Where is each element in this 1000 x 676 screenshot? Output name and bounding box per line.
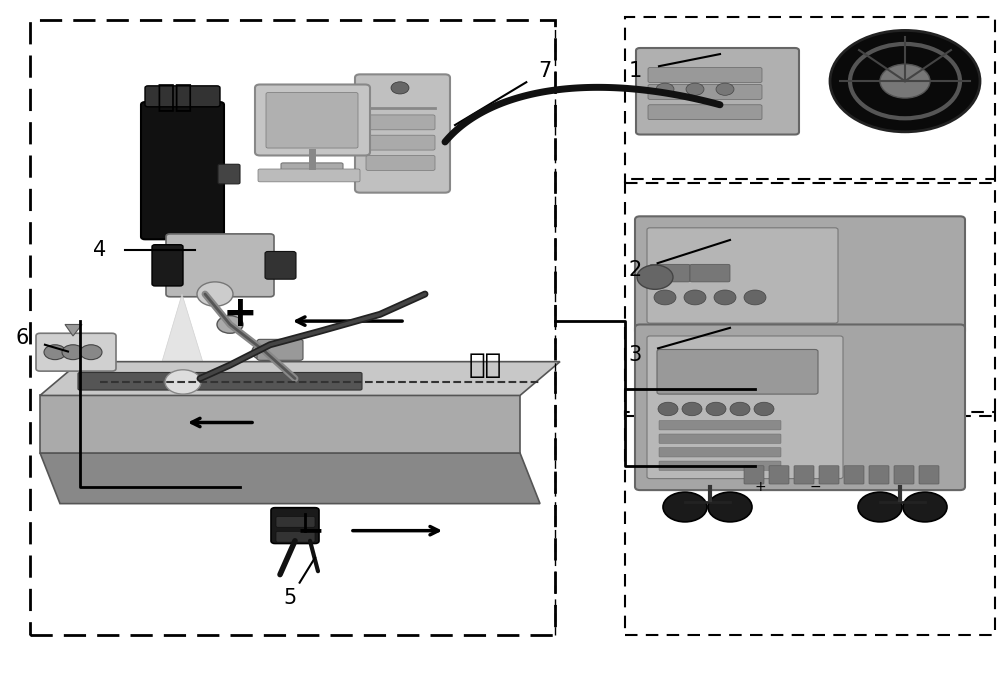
Text: −: − (809, 480, 821, 493)
FancyBboxPatch shape (276, 531, 315, 542)
Circle shape (858, 492, 902, 522)
FancyBboxPatch shape (744, 466, 764, 484)
Circle shape (44, 345, 66, 360)
Polygon shape (40, 453, 540, 504)
FancyBboxPatch shape (794, 466, 814, 484)
FancyBboxPatch shape (635, 324, 965, 490)
Circle shape (197, 282, 233, 306)
FancyBboxPatch shape (894, 466, 914, 484)
Circle shape (730, 402, 750, 416)
FancyBboxPatch shape (636, 48, 799, 135)
FancyBboxPatch shape (141, 102, 224, 239)
Circle shape (663, 492, 707, 522)
FancyBboxPatch shape (648, 105, 762, 120)
Circle shape (744, 290, 766, 305)
FancyBboxPatch shape (769, 466, 789, 484)
Circle shape (830, 30, 980, 132)
Circle shape (682, 402, 702, 416)
FancyBboxPatch shape (145, 86, 220, 107)
Text: 2: 2 (628, 260, 642, 281)
FancyBboxPatch shape (657, 349, 818, 394)
FancyBboxPatch shape (659, 434, 781, 443)
Polygon shape (40, 362, 560, 395)
FancyBboxPatch shape (355, 74, 450, 193)
Circle shape (80, 345, 102, 360)
Text: +: + (223, 293, 257, 335)
FancyBboxPatch shape (166, 234, 274, 297)
Polygon shape (155, 294, 210, 385)
Circle shape (654, 290, 676, 305)
Text: −: − (296, 514, 324, 547)
FancyBboxPatch shape (218, 164, 240, 184)
FancyBboxPatch shape (648, 68, 762, 82)
Polygon shape (40, 395, 520, 453)
Circle shape (880, 64, 930, 98)
Circle shape (62, 345, 84, 360)
FancyBboxPatch shape (152, 245, 183, 286)
Text: 7: 7 (538, 61, 552, 81)
FancyBboxPatch shape (650, 264, 690, 282)
Text: 激光: 激光 (157, 84, 193, 112)
FancyBboxPatch shape (266, 93, 358, 148)
FancyBboxPatch shape (255, 84, 370, 155)
Circle shape (165, 370, 201, 394)
FancyBboxPatch shape (648, 84, 762, 99)
Circle shape (637, 265, 673, 289)
Circle shape (708, 492, 752, 522)
Circle shape (754, 402, 774, 416)
FancyBboxPatch shape (647, 228, 838, 323)
Text: 3: 3 (628, 345, 642, 365)
Circle shape (686, 83, 704, 95)
FancyBboxPatch shape (366, 135, 435, 150)
Circle shape (714, 290, 736, 305)
Circle shape (656, 83, 674, 95)
Circle shape (716, 83, 734, 95)
FancyBboxPatch shape (265, 251, 296, 279)
FancyBboxPatch shape (258, 169, 360, 182)
Circle shape (391, 82, 409, 94)
FancyBboxPatch shape (366, 155, 435, 170)
FancyBboxPatch shape (659, 461, 781, 470)
FancyBboxPatch shape (647, 336, 843, 479)
FancyBboxPatch shape (690, 264, 730, 282)
FancyBboxPatch shape (869, 466, 889, 484)
FancyBboxPatch shape (844, 466, 864, 484)
Polygon shape (65, 324, 82, 336)
FancyBboxPatch shape (271, 508, 319, 544)
Circle shape (706, 402, 726, 416)
Text: 4: 4 (93, 240, 107, 260)
FancyBboxPatch shape (659, 420, 781, 430)
Text: +: + (754, 480, 766, 493)
Circle shape (903, 492, 947, 522)
FancyBboxPatch shape (659, 448, 781, 457)
FancyBboxPatch shape (635, 216, 965, 335)
Text: 6: 6 (15, 328, 29, 348)
Circle shape (684, 290, 706, 305)
Text: 电流: 电流 (468, 351, 502, 379)
FancyBboxPatch shape (78, 372, 362, 390)
FancyBboxPatch shape (36, 333, 116, 371)
Text: 5: 5 (283, 588, 297, 608)
FancyBboxPatch shape (919, 466, 939, 484)
Text: 1: 1 (628, 61, 642, 81)
FancyBboxPatch shape (276, 516, 315, 527)
FancyBboxPatch shape (281, 163, 343, 174)
Ellipse shape (170, 381, 196, 389)
FancyBboxPatch shape (819, 466, 839, 484)
FancyBboxPatch shape (366, 115, 435, 130)
Circle shape (658, 402, 678, 416)
Circle shape (252, 343, 278, 360)
FancyBboxPatch shape (257, 339, 303, 360)
Circle shape (217, 316, 243, 333)
